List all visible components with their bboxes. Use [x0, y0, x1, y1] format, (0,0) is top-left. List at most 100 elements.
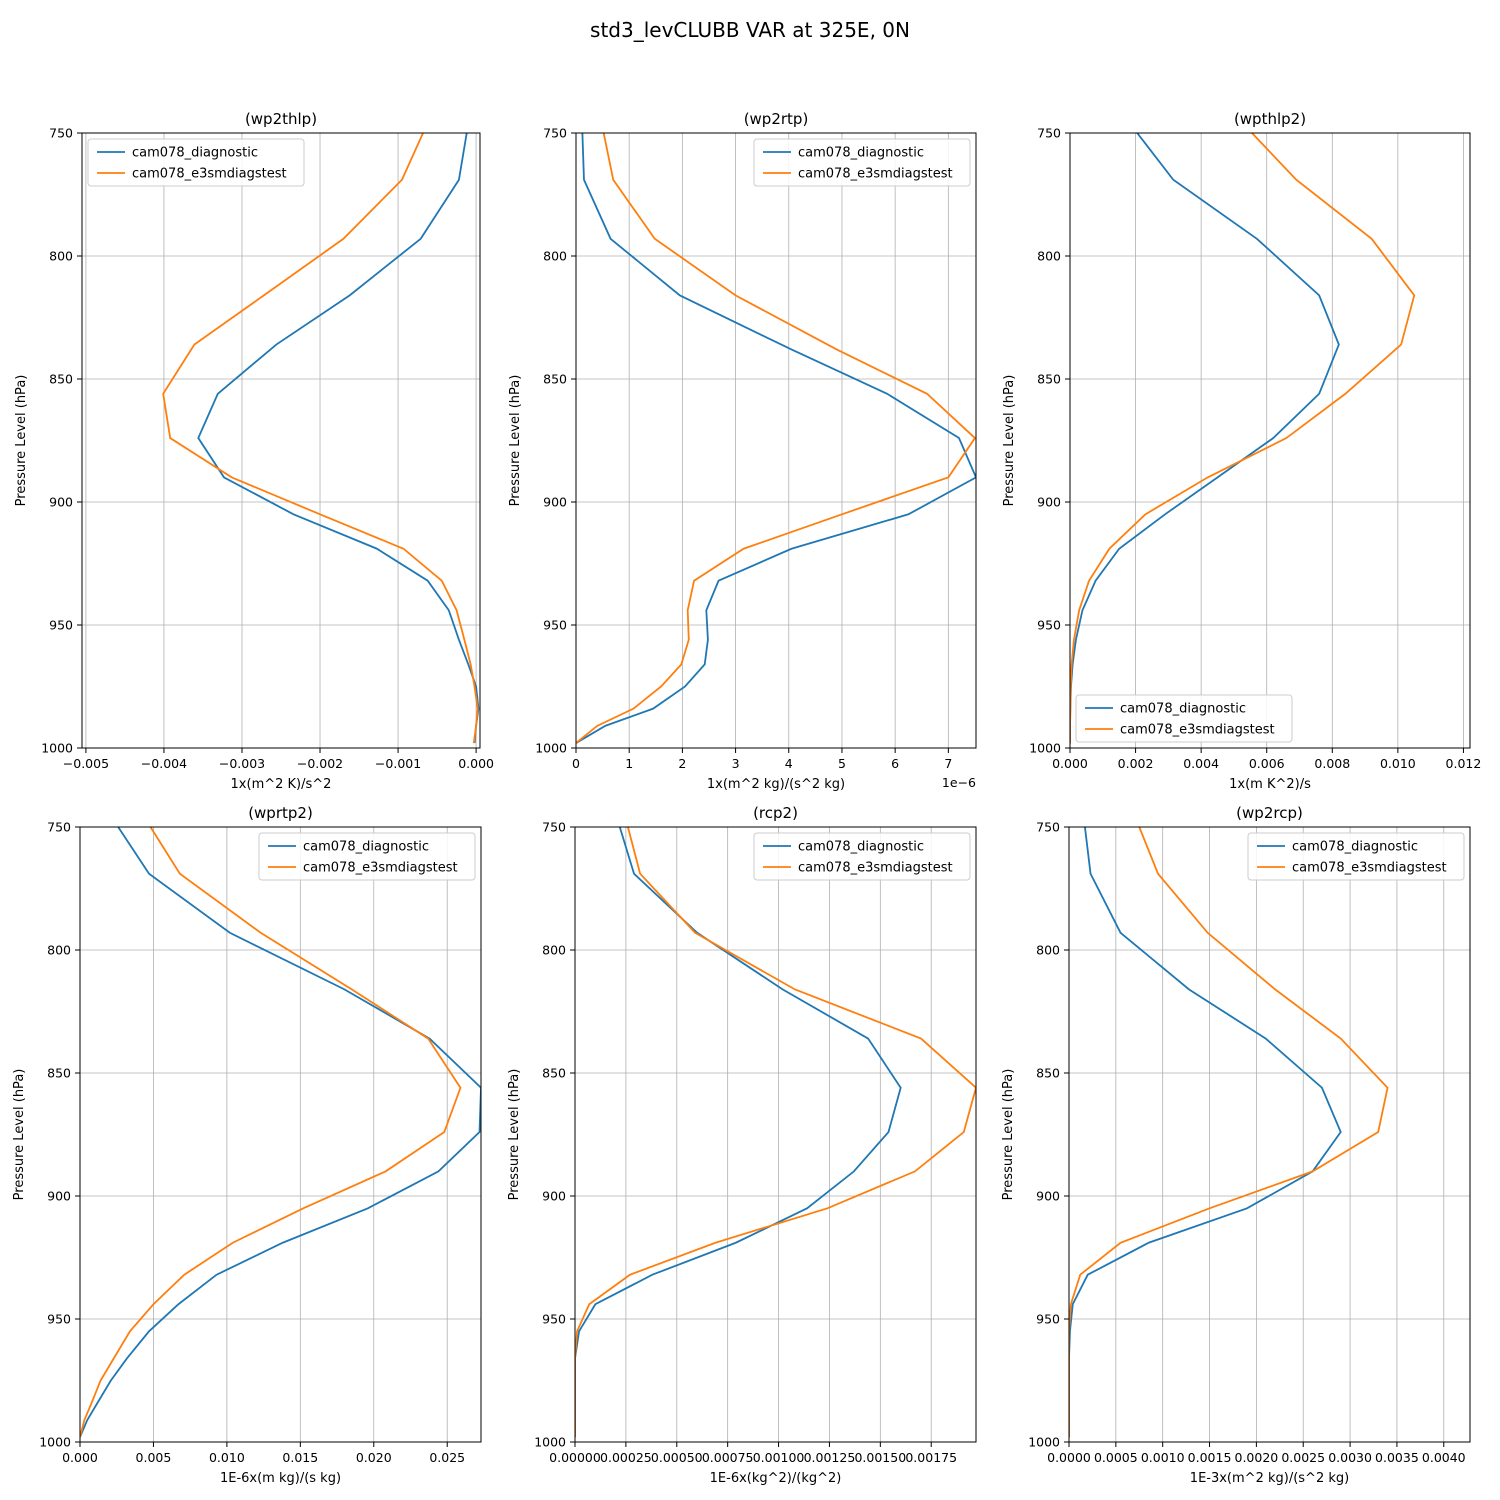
x-tick-label: 0.015 — [282, 1450, 318, 1465]
x-tick-label: 0.000 — [458, 756, 494, 771]
panel-1: −0.005 −0.004 −0.003 −0.002 −0.001 0.000 750 80… — [14, 110, 494, 792]
x-tick-label: 0.002 — [1118, 756, 1154, 771]
x-axis-label: 1E-3x(m^2 kg)/(s^2 kg) — [1190, 1471, 1349, 1486]
legend-label-2: cam078_e3smdiagstest — [1292, 861, 1447, 876]
panel-title: (wpthlp2) — [1234, 110, 1306, 128]
axes-frame — [575, 132, 977, 749]
x-tick-label: 0.000 — [62, 1450, 98, 1465]
x-tick-label: 5 — [838, 756, 846, 771]
x-tick-label: 0.0040 — [1422, 1450, 1466, 1465]
x-tick-label: 0.00025 — [600, 1450, 652, 1465]
legend-box — [753, 832, 971, 881]
series-line-2 — [80, 827, 462, 1438]
y-tick-label: 800 — [542, 943, 566, 958]
y-tick-label: 950 — [1037, 618, 1061, 633]
y-tick-label: 1000 — [41, 741, 73, 756]
y-tick-label: 1000 — [535, 741, 567, 756]
x-tick-label: 6 — [891, 756, 899, 771]
y-tick-label: 900 — [47, 1189, 71, 1204]
y-tick-label: 900 — [543, 495, 567, 510]
x-tick-label: 7 — [944, 756, 952, 771]
y-tick-label: 950 — [47, 1312, 71, 1327]
y-tick-label: 850 — [1036, 1066, 1060, 1081]
x-axis-label: 1E-6x(m kg)/(s kg) — [220, 1471, 341, 1486]
y-tick-label: 900 — [49, 495, 73, 510]
x-tick-label: 0.0000 — [1047, 1450, 1091, 1465]
y-axis-label: Pressure Level (hPa) — [1002, 375, 1017, 507]
y-tick-label: 950 — [543, 618, 567, 633]
x-tick-label: −0.001 — [375, 756, 421, 771]
axes-frame — [81, 132, 481, 749]
x-tick-label: 0.000 — [1052, 756, 1088, 771]
x-axis-label: 1x(m K^2)/s — [1229, 777, 1311, 792]
x-tick-label: 0.0025 — [1281, 1450, 1325, 1465]
x-tick-label: 0.00125 — [804, 1450, 856, 1465]
figure-title: std3_levCLUBB VAR at 325E, 0N — [590, 18, 910, 42]
legend-label-2: cam078_e3smdiagstest — [798, 861, 953, 876]
legend-label-1: cam078_diagnostic — [1120, 702, 1246, 717]
x-tick-label: 0.0020 — [1235, 1450, 1279, 1465]
axes-frame — [79, 826, 482, 1443]
x-tick-label: 0.005 — [136, 1450, 172, 1465]
legend-label-2: cam078_e3smdiagstest — [132, 167, 287, 182]
x-tick-label: 2 — [678, 756, 686, 771]
panel-5: 0.00000 0.00025 0.00050 0.00075 0.00100 0.001… — [507, 804, 977, 1486]
y-tick-label: 900 — [542, 1189, 566, 1204]
series-line-2 — [1070, 133, 1416, 744]
legend: cam078_diagnostic cam078_e3smdiagstest — [753, 832, 971, 881]
y-tick-label: 900 — [1037, 495, 1061, 510]
panel-2: 0 1 2 3 4 5 6 7 750 800 850 900 950 1000 (wp2rtp) 1x(m^… — [508, 110, 977, 792]
x-tick-label: 0.00175 — [905, 1450, 957, 1465]
y-tick-label: 850 — [542, 1066, 566, 1081]
y-tick-label: 850 — [543, 372, 567, 387]
axes-frame — [574, 826, 977, 1443]
legend-label-1: cam078_diagnostic — [798, 146, 924, 161]
legend: cam078_diagnostic cam078_e3smdiagstest — [1247, 832, 1465, 881]
y-tick-label: 800 — [543, 249, 567, 264]
legend-box — [258, 832, 476, 881]
axes-frame — [1068, 826, 1471, 1443]
y-axis-label: Pressure Level (hPa) — [14, 375, 29, 507]
legend-box — [1075, 694, 1293, 743]
legend: cam078_diagnostic cam078_e3smdiagstest — [87, 138, 305, 187]
series-line-1 — [1069, 827, 1342, 1438]
x-tick-label: 0 — [572, 756, 580, 771]
series-line-2 — [162, 133, 479, 744]
panel-title: (rcp2) — [753, 804, 798, 822]
y-tick-label: 750 — [542, 820, 566, 835]
series-line-1 — [80, 827, 481, 1438]
x-tick-label: 0.006 — [1249, 756, 1285, 771]
x-tick-label: −0.004 — [141, 756, 187, 771]
x-tick-label: 0.0015 — [1188, 1450, 1232, 1465]
x-tick-label: 0.0010 — [1141, 1450, 1185, 1465]
x-tick-label: 1 — [625, 756, 633, 771]
y-axis-label: Pressure Level (hPa) — [507, 1069, 522, 1201]
x-tick-label: 0.008 — [1314, 756, 1350, 771]
y-tick-label: 900 — [1036, 1189, 1060, 1204]
y-tick-label: 950 — [542, 1312, 566, 1327]
y-axis-label: Pressure Level (hPa) — [508, 375, 523, 507]
y-tick-label: 800 — [1037, 249, 1061, 264]
y-axis-label: Pressure Level (hPa) — [12, 1069, 27, 1201]
panel-4: 0.000 0.005 0.010 0.015 0.020 0.025 750 800 850 9… — [12, 804, 482, 1486]
panel-6: 0.0000 0.0005 0.0010 0.0015 0.0020 0.0025 0.00… — [1001, 804, 1471, 1486]
x-offset-label: 1e−6 — [942, 775, 976, 790]
x-tick-label: −0.002 — [297, 756, 343, 771]
y-tick-label: 850 — [47, 1066, 71, 1081]
legend-box — [1247, 832, 1465, 881]
y-tick-label: 1000 — [534, 1435, 566, 1450]
y-tick-label: 1000 — [1028, 1435, 1060, 1450]
legend: cam078_diagnostic cam078_e3smdiagstest — [753, 138, 971, 187]
x-tick-label: 0.004 — [1183, 756, 1219, 771]
series-line-2 — [576, 133, 976, 744]
x-tick-label: 0.010 — [1380, 756, 1416, 771]
legend-label-2: cam078_e3smdiagstest — [1120, 723, 1275, 738]
series-line-2 — [1069, 827, 1389, 1438]
x-tick-label: 0.00100 — [753, 1450, 805, 1465]
legend-label-2: cam078_e3smdiagstest — [798, 167, 953, 182]
y-axis-label: Pressure Level (hPa) — [1001, 1069, 1016, 1201]
y-tick-label: 850 — [1037, 372, 1061, 387]
legend-label-2: cam078_e3smdiagstest — [303, 861, 458, 876]
x-tick-label: 4 — [785, 756, 793, 771]
panel-title: (wprtp2) — [248, 804, 313, 822]
